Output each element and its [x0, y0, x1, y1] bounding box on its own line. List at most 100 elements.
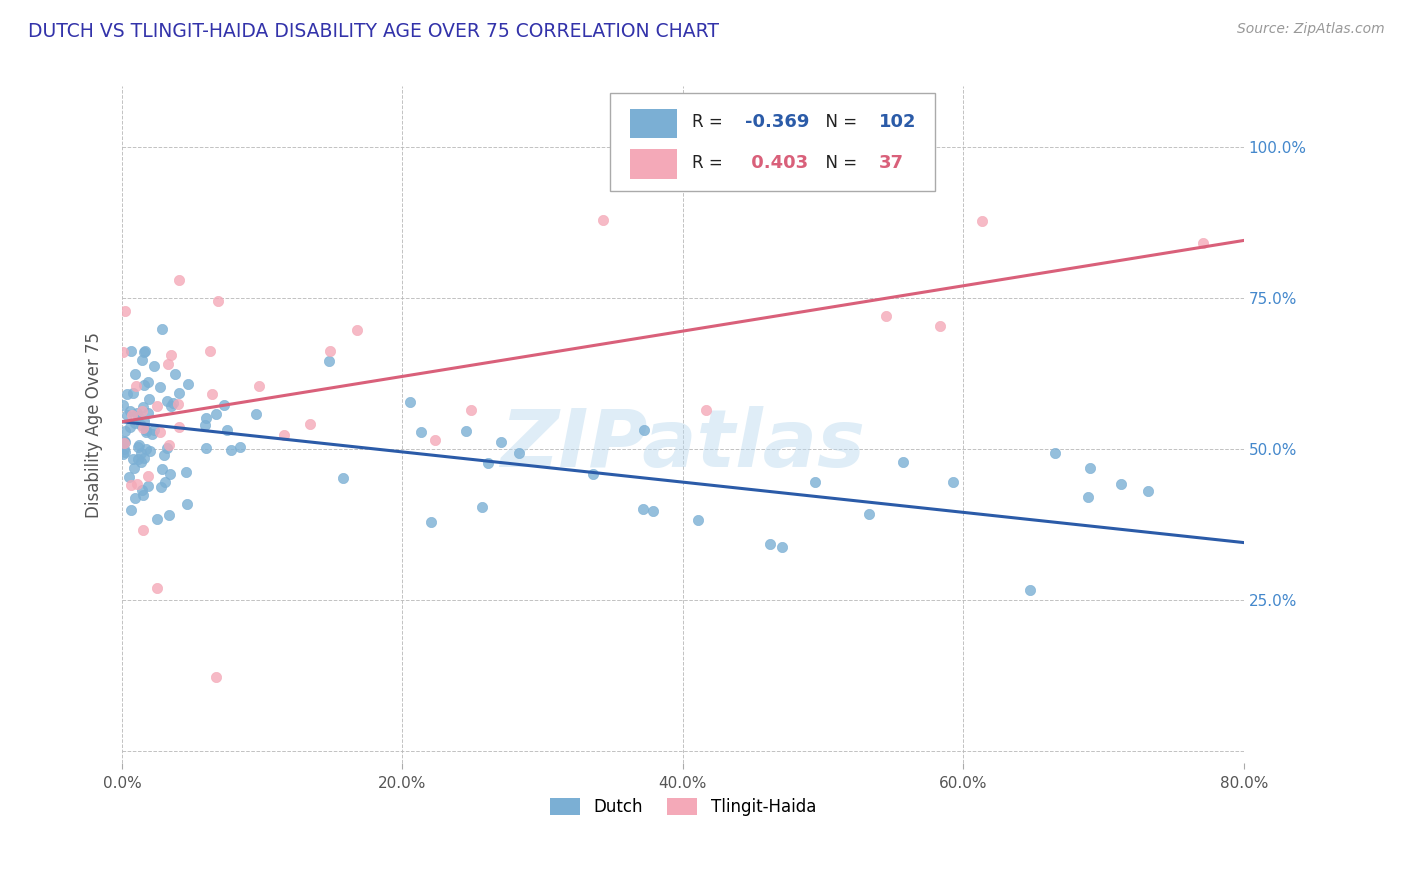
FancyBboxPatch shape [610, 93, 935, 191]
Point [804, 475, 827, 490]
Point [174, 465, 197, 479]
Point [149, 425, 172, 440]
Point [176, 497, 198, 511]
Point [219, 442, 242, 457]
Point [167, 396, 190, 410]
Text: N =: N = [815, 153, 863, 172]
Point [273, 428, 295, 442]
Point [146, 512, 169, 526]
Point [120, 478, 142, 492]
Point [134, 414, 156, 428]
Point [489, 434, 512, 449]
Point [245, 408, 267, 422]
Point [298, 417, 321, 432]
Point [120, 343, 142, 358]
Point [125, 378, 148, 392]
Point [167, 420, 190, 434]
Point [122, 461, 145, 475]
Point [929, 319, 952, 334]
Point [135, 425, 157, 440]
Point [207, 293, 229, 308]
Point [155, 441, 177, 455]
Point [132, 488, 155, 502]
Point [122, 452, 145, 467]
Point [228, 440, 250, 454]
Point [247, 379, 270, 393]
Point [159, 400, 181, 414]
Point [143, 359, 166, 373]
Point [142, 423, 165, 437]
Point [205, 670, 228, 684]
Point [1019, 582, 1042, 597]
Point [112, 398, 135, 412]
Point [114, 434, 136, 449]
Point [891, 455, 914, 469]
Text: Source: ZipAtlas.com: Source: ZipAtlas.com [1237, 22, 1385, 37]
Point [858, 507, 880, 521]
Point [124, 368, 146, 382]
Point [132, 401, 155, 415]
Point [131, 483, 153, 497]
Point [425, 433, 447, 447]
Point [136, 479, 159, 493]
Point [156, 394, 179, 409]
Point [112, 436, 135, 450]
Point [942, 475, 965, 489]
Point [332, 471, 354, 485]
Point [1137, 483, 1160, 498]
Point [127, 451, 149, 466]
Text: 0.403: 0.403 [745, 153, 807, 172]
Point [167, 386, 190, 401]
Point [121, 408, 143, 422]
Point [127, 406, 149, 420]
Point [114, 445, 136, 459]
Point [477, 457, 499, 471]
Point [124, 416, 146, 430]
Text: DUTCH VS TLINGIT-HAIDA DISABILITY AGE OVER 75 CORRELATION CHART: DUTCH VS TLINGIT-HAIDA DISABILITY AGE OV… [28, 22, 718, 41]
Point [695, 402, 717, 417]
Point [136, 375, 159, 389]
Point [128, 438, 150, 452]
Point [127, 476, 149, 491]
Point [120, 403, 142, 417]
Point [115, 408, 138, 422]
Point [150, 461, 173, 475]
Point [127, 409, 149, 424]
Point [138, 392, 160, 407]
Point [205, 407, 228, 421]
Point [114, 425, 136, 439]
Point [1111, 476, 1133, 491]
Point [139, 444, 162, 458]
Point [131, 404, 153, 418]
Point [217, 423, 239, 437]
Point [146, 582, 169, 596]
Text: 37: 37 [879, 153, 904, 172]
Point [1078, 460, 1101, 475]
Point [460, 403, 482, 417]
Point [643, 503, 665, 517]
Point [411, 425, 433, 439]
Point [686, 513, 709, 527]
Point [195, 411, 218, 425]
Point [136, 468, 159, 483]
FancyBboxPatch shape [630, 149, 678, 179]
Point [129, 446, 152, 460]
Point [112, 345, 135, 359]
Point [592, 212, 614, 227]
Point [134, 345, 156, 359]
Point [198, 344, 221, 359]
Point [159, 467, 181, 481]
Point [112, 434, 135, 448]
Point [759, 536, 782, 550]
Point [346, 323, 368, 337]
Point [115, 386, 138, 401]
Point [155, 475, 177, 490]
Point [122, 386, 145, 401]
Text: N =: N = [815, 113, 863, 131]
FancyBboxPatch shape [630, 109, 678, 138]
Point [114, 303, 136, 318]
Point [631, 502, 654, 516]
Point [149, 480, 172, 494]
Text: ZIPatlas: ZIPatlas [501, 406, 866, 484]
Point [118, 470, 141, 484]
